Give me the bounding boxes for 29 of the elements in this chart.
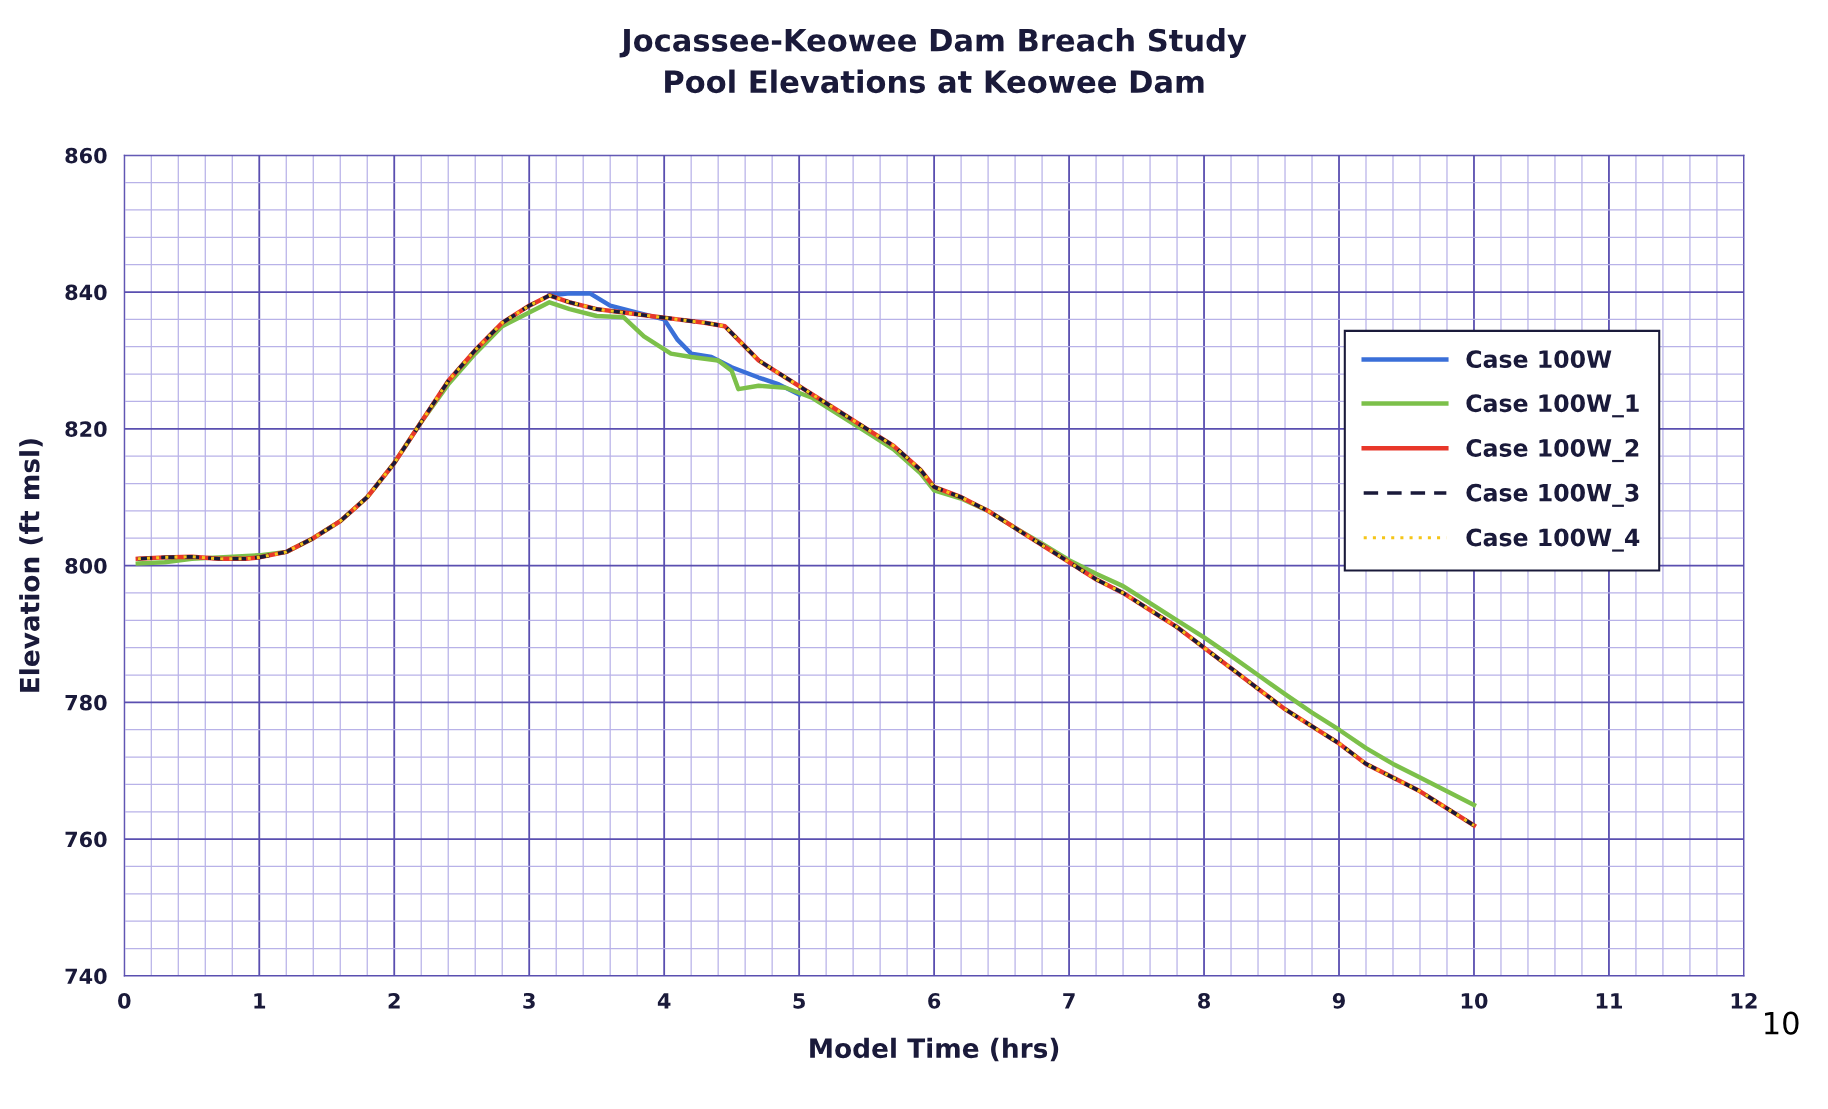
legend-label: Case 100W_1 bbox=[1466, 394, 1639, 418]
y-axis-title: Elevation (ft msl) bbox=[19, 439, 43, 692]
y-tick-label: 780 bbox=[65, 694, 107, 711]
x-tick-label: 3 bbox=[523, 992, 535, 1009]
y-tick-label: 840 bbox=[65, 284, 107, 301]
x-tick-label: 6 bbox=[928, 992, 941, 1009]
legend-label: Case 100W_3 bbox=[1466, 483, 1639, 507]
x-tick-label: 11 bbox=[1596, 993, 1623, 1009]
y-tick-label: 800 bbox=[65, 558, 107, 574]
y-tick-label: 860 bbox=[65, 147, 107, 164]
chart-title: Jocassee-Keowee Dam Breach Study Pool Elevations at Keowee Dam bbox=[619, 28, 1247, 94]
x-axis-title: Model Time (hrs) bbox=[810, 1037, 1059, 1062]
x-tick-label: 0 bbox=[118, 992, 131, 1009]
legend-label: Case 100W_2 bbox=[1466, 439, 1639, 463]
legend-label: Case 100W_4 bbox=[1466, 528, 1640, 552]
y-tick-label: 760 bbox=[65, 831, 107, 848]
x-tick-label: 4 bbox=[657, 993, 671, 1009]
x-tick-label: 8 bbox=[1198, 992, 1210, 1009]
x-tick-label: 2 bbox=[388, 992, 400, 1009]
y-tick-label: 740 bbox=[65, 968, 107, 985]
text: 10 bbox=[1765, 1011, 1799, 1035]
x-tick-label: 10 bbox=[1461, 992, 1488, 1009]
x-tick-label: 9 bbox=[1332, 992, 1345, 1009]
x-tick-label: 5 bbox=[793, 993, 805, 1009]
x-tick-label: 12 bbox=[1731, 992, 1757, 1009]
legend-label: Case 100W bbox=[1466, 350, 1612, 369]
x-tick-label: 1 bbox=[254, 993, 266, 1009]
x-tick-label: 7 bbox=[1063, 993, 1075, 1009]
y-tick-label: 820 bbox=[65, 421, 107, 438]
